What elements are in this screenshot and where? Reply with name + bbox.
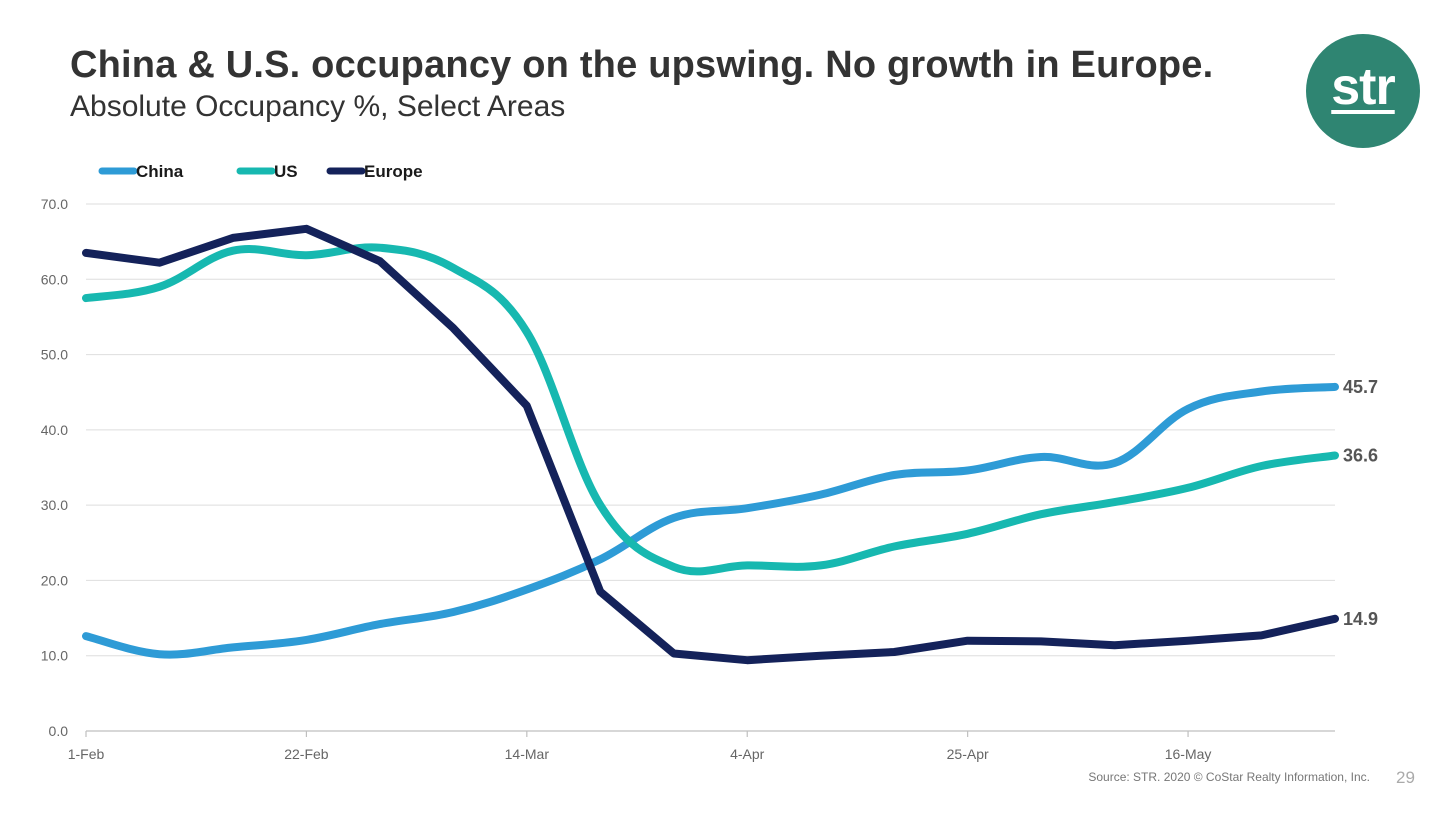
end-label-europe: 14.9 — [1343, 609, 1378, 629]
end-label-china: 45.7 — [1343, 377, 1378, 397]
slide-title: China & U.S. occupancy on the upswing. N… — [70, 44, 1214, 86]
source-note: Source: STR. 2020 © CoStar Realty Inform… — [1088, 770, 1370, 784]
y-tick-label: 0.0 — [49, 723, 69, 739]
y-tick-label: 30.0 — [41, 497, 68, 513]
page-number: 29 — [1396, 768, 1415, 787]
legend-label-europe: Europe — [364, 162, 423, 181]
x-tick-label: 22-Feb — [284, 746, 329, 762]
x-tick-label: 16-May — [1165, 746, 1212, 762]
y-tick-label: 50.0 — [41, 347, 68, 363]
y-tick-label: 40.0 — [41, 422, 68, 438]
y-tick-label: 60.0 — [41, 271, 68, 287]
end-label-us: 36.6 — [1343, 445, 1378, 465]
x-tick-label: 1-Feb — [68, 746, 105, 762]
legend-label-us: US — [274, 162, 298, 181]
y-tick-label: 20.0 — [41, 572, 68, 588]
x-tick-label: 14-Mar — [505, 746, 550, 762]
legend-label-china: China — [136, 162, 184, 181]
y-tick-label: 70.0 — [41, 196, 68, 212]
x-tick-label: 4-Apr — [730, 746, 765, 762]
series-line-europe — [82, 224, 1339, 665]
x-tick-label: 25-Apr — [947, 746, 989, 762]
str-logo-text: str — [1331, 58, 1395, 116]
y-tick-label: 10.0 — [41, 648, 68, 664]
series-line-china — [82, 382, 1339, 659]
series-line-us — [82, 243, 1339, 576]
str-logo: str — [1306, 34, 1420, 148]
slide-subtitle: Absolute Occupancy %, Select Areas — [70, 90, 566, 123]
